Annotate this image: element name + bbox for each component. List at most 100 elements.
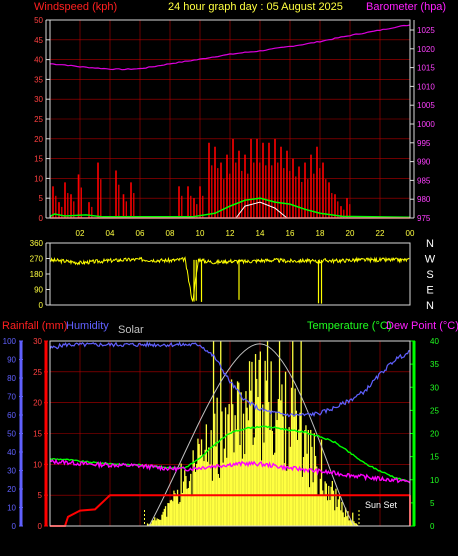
barometer-label: Barometer (hpa) — [366, 1, 446, 13]
solar-bar — [164, 506, 167, 526]
temp-tick-label: 40 — [430, 337, 439, 346]
solar-bar — [160, 519, 162, 526]
compass-label: N — [426, 238, 434, 250]
windspeed-bar — [259, 162, 261, 218]
solar-bar — [289, 446, 291, 526]
solar-bar — [336, 506, 338, 526]
solar-bar — [146, 523, 149, 526]
wind-x-tick-label: 14 — [256, 229, 265, 238]
windspeed-bar — [271, 165, 273, 218]
wind-left-tick-label: 25 — [34, 115, 43, 124]
wind-panel-frame — [49, 19, 411, 219]
direction-left-tick-label: 0 — [39, 301, 44, 310]
windspeed-bar — [100, 179, 102, 218]
solar-bar — [354, 523, 356, 526]
humidity-tick-label: 60 — [7, 411, 16, 420]
temp-tick-label: 35 — [430, 360, 439, 369]
solar-bar — [188, 481, 191, 526]
rainfall-label: Rainfall (mm) — [2, 320, 67, 332]
solar-bar — [306, 453, 308, 526]
wind-x-tick-label: 22 — [376, 229, 385, 238]
solar-bar — [266, 341, 269, 526]
compass-label: W — [425, 254, 436, 266]
solar-bar — [172, 501, 174, 526]
solar-bar — [324, 481, 326, 526]
compass-label: S — [426, 269, 433, 281]
solar-bar — [341, 501, 343, 526]
solar-bar — [308, 487, 311, 526]
solar-bar — [239, 445, 241, 526]
windspeed-bar — [337, 201, 339, 218]
solar-bar — [166, 516, 168, 526]
climate-panel-frame — [49, 340, 411, 527]
windspeed-bar — [115, 170, 117, 218]
solar-bar — [328, 485, 330, 526]
rain-tick-label: 10 — [33, 460, 42, 469]
windspeed-panel: 5045403530252015105010251020101510101005… — [34, 16, 435, 238]
solar-bar — [202, 455, 204, 526]
solar-bar — [263, 442, 265, 526]
solar-bar — [199, 455, 201, 526]
humidity-tick-label: 100 — [3, 337, 17, 346]
solar-bar — [212, 341, 215, 526]
rain-tick-label: 0 — [38, 522, 43, 531]
temp-tick-label: 30 — [430, 383, 439, 392]
solar-bar — [305, 425, 307, 526]
humidity-tick-label: 70 — [7, 393, 16, 402]
solar-bar — [236, 381, 239, 526]
solar-bar — [253, 437, 255, 526]
windspeed-bar — [190, 195, 192, 218]
solar-bar — [300, 341, 302, 526]
windspeed-bar — [349, 204, 351, 218]
windspeed-bar — [64, 182, 66, 218]
solar-bar — [344, 507, 347, 526]
solar-bar — [271, 430, 273, 526]
solar-bar — [322, 490, 324, 526]
windspeed-bar — [253, 162, 255, 218]
solar-bar — [326, 500, 329, 526]
wind-left-tick-label: 0 — [39, 214, 44, 223]
temperature-label: Temperature (°C) — [307, 320, 391, 332]
windspeed-bar — [295, 176, 297, 218]
solar-bar — [278, 341, 281, 526]
windspeed-bar — [319, 168, 321, 218]
solar-bar — [190, 473, 192, 526]
windspeed-bar — [61, 206, 63, 218]
wind-left-tick-label: 10 — [34, 174, 43, 183]
windspeed-bar — [214, 146, 216, 218]
baro-right-tick-label: 1020 — [417, 45, 435, 54]
solar-bar — [158, 519, 161, 526]
solar-bar — [152, 520, 155, 526]
solar-bar — [151, 520, 153, 526]
solar-bar — [301, 476, 303, 526]
windspeed-bar — [334, 194, 336, 218]
solar-bar — [181, 492, 183, 526]
baro-right-tick-label: 1000 — [417, 120, 435, 129]
baro-right-tick-label: 1025 — [417, 26, 435, 35]
solar-bar — [167, 503, 169, 526]
solar-bar — [175, 494, 177, 526]
direction-left-tick-label: 270 — [30, 255, 44, 264]
solar-bar — [178, 503, 180, 526]
solar-label: Solar — [118, 324, 144, 336]
solar-bar — [215, 446, 217, 526]
solar-bar — [191, 496, 193, 526]
windspeed-bar — [80, 187, 82, 218]
solar-bar — [258, 359, 260, 526]
solar-bar — [312, 482, 314, 526]
solar-bar — [332, 490, 335, 526]
solar-bar — [240, 392, 242, 526]
rain-tick-label: 15 — [33, 430, 42, 439]
solar-bar — [157, 519, 159, 526]
solar-bar — [282, 416, 284, 526]
windspeed-bar — [241, 170, 243, 218]
solar-bar — [211, 480, 213, 526]
solar-bar — [275, 411, 277, 526]
humidity-tick-label: 30 — [7, 467, 16, 476]
windspeed-bar — [199, 186, 201, 218]
solar-bar — [223, 448, 225, 526]
solar-bar — [198, 443, 200, 526]
solar-bar — [264, 360, 266, 526]
solar-bar — [320, 439, 323, 526]
